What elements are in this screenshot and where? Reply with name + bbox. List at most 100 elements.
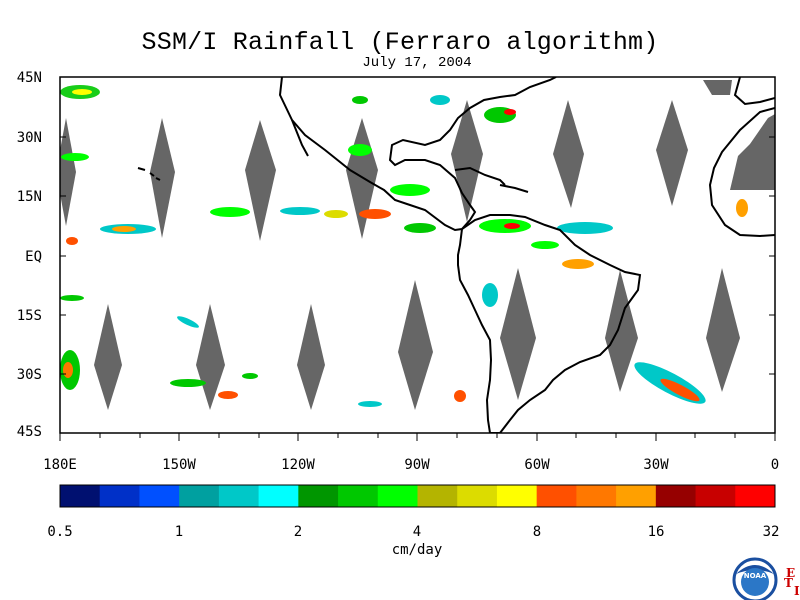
europe-coast — [733, 77, 775, 106]
noaa-logo-text: NOAA — [744, 572, 767, 580]
lon-ticks — [59, 433, 776, 441]
colorbar-label-4: 4 — [413, 524, 421, 540]
rain-patch — [242, 373, 258, 379]
swath-gap — [656, 100, 688, 206]
rain-patch — [177, 316, 199, 328]
lat-label-30n: 30N — [17, 130, 42, 146]
rain-patch — [736, 199, 748, 217]
baja-california — [291, 119, 309, 157]
colorbar-tick-labels: 0.5 1 2 4 8 16 32 — [47, 524, 779, 540]
colorbar-label-32: 32 — [763, 524, 780, 540]
colorbar-cell — [218, 485, 260, 507]
colorbar-cell — [298, 485, 339, 507]
swath-gap — [605, 270, 638, 392]
rain-patch — [562, 259, 594, 269]
rain-patch — [454, 390, 466, 402]
swath-gap — [94, 304, 122, 410]
lon-label-30w: 30W — [643, 457, 669, 473]
rain-patch — [60, 295, 84, 301]
swath-gap — [451, 100, 483, 222]
hispaniola — [499, 184, 529, 193]
rain-patch — [359, 209, 391, 219]
colorbar-cell — [338, 485, 379, 507]
logo-letter-t: T — [784, 576, 793, 590]
colorbar-cell — [735, 485, 776, 507]
map-date: July 17, 2004 — [362, 55, 472, 71]
rain-patch — [218, 391, 238, 399]
rain-patch — [404, 223, 436, 233]
colorbar-cell — [576, 485, 617, 507]
coastlines — [137, 77, 775, 433]
swath-gap — [245, 120, 276, 241]
colorbar-cell — [139, 485, 180, 507]
colorbar-label-8: 8 — [533, 524, 541, 540]
colorbar-label-2: 2 — [294, 524, 302, 540]
colorbar-cell — [695, 485, 736, 507]
north-america-coast — [278, 77, 557, 232]
colorbar-cell — [536, 485, 577, 507]
hawaii-islands — [137, 167, 161, 181]
lon-label-180e: 180E — [43, 457, 77, 473]
colorbar-cell — [179, 485, 220, 507]
lon-labels: 180E 150W 120W 90W 60W 30W 0 — [43, 457, 779, 473]
lon-label-150w: 150W — [162, 457, 196, 473]
lat-label-45s: 45S — [17, 424, 42, 440]
rain-patch — [63, 362, 73, 378]
rain-patch — [72, 89, 92, 95]
rain-patch — [348, 144, 372, 156]
rain-patch — [210, 207, 250, 217]
colorbar-label-16: 16 — [648, 524, 665, 540]
rain-patch — [482, 283, 498, 307]
logo-letter-i: I — [794, 584, 800, 598]
colorbar-cell — [99, 485, 140, 507]
colorbar-label-0-5: 0.5 — [47, 524, 72, 540]
swath-gap — [706, 268, 740, 392]
rain-patch — [430, 95, 450, 105]
rain-patch — [61, 153, 89, 161]
colorbar-cell — [258, 485, 299, 507]
rain-patch — [170, 379, 206, 387]
rain-patch — [660, 378, 700, 402]
lat-label-15n: 15N — [17, 189, 42, 205]
colorbar-border — [59, 484, 776, 508]
cuba — [454, 166, 506, 186]
swath-gap — [60, 118, 76, 226]
logo-side-letters: E T I — [784, 566, 800, 600]
colorbar-label-1: 1 — [175, 524, 183, 540]
lat-label-eq: EQ — [25, 249, 42, 265]
colorbar-cell — [60, 485, 101, 507]
rain-patch — [66, 237, 78, 245]
rain-patch — [504, 223, 520, 229]
rain-patch — [112, 226, 136, 232]
swath-gap — [297, 304, 325, 410]
rain-patch — [504, 109, 516, 115]
swath-gap — [553, 100, 584, 208]
colorbar — [60, 485, 776, 507]
lat-label-45n: 45N — [17, 70, 42, 86]
swath-gap — [500, 268, 536, 400]
rain-patch — [531, 241, 559, 249]
rain-patch — [324, 210, 348, 218]
noaa-logo: NOAA — [732, 557, 778, 600]
lon-label-120w: 120W — [281, 457, 315, 473]
rain-patch — [358, 401, 382, 407]
rain-patch — [557, 222, 613, 234]
swath-gap — [398, 280, 433, 410]
rain-patch — [390, 184, 430, 196]
rain-patch — [280, 207, 320, 215]
swath-gap — [150, 118, 175, 238]
lon-label-0: 0 — [771, 457, 779, 473]
colorbar-unit-label: cm/day — [392, 542, 443, 558]
lat-ticks — [60, 76, 775, 434]
colorbar-cell — [457, 485, 498, 507]
colorbar-cell — [616, 485, 657, 507]
colorbar-cell — [655, 485, 697, 507]
rainfall-patches — [60, 85, 748, 407]
land-no-data — [730, 114, 775, 190]
africa-coast — [708, 107, 775, 238]
map-title: SSM/I Rainfall (Ferraro algorithm) — [141, 28, 659, 57]
colorbar-cell — [496, 485, 538, 507]
lat-label-30s: 30S — [17, 367, 42, 383]
rain-patch — [352, 96, 368, 104]
